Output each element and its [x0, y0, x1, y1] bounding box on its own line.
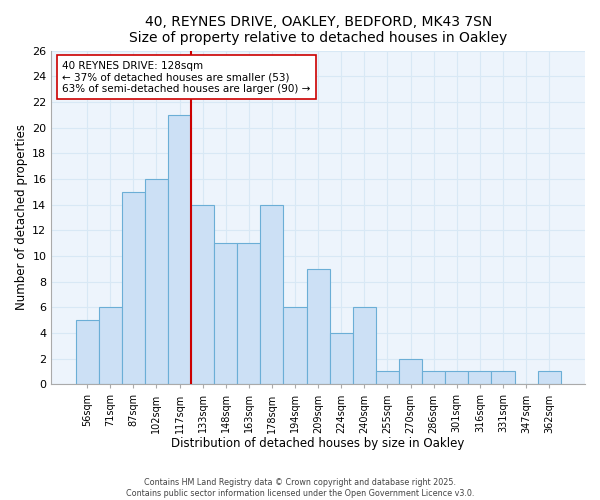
Bar	[76, 320, 98, 384]
Bar	[191, 204, 214, 384]
Bar	[307, 269, 329, 384]
Bar	[538, 372, 561, 384]
Bar	[214, 243, 237, 384]
Bar	[98, 308, 122, 384]
Bar	[376, 372, 399, 384]
Bar	[422, 372, 445, 384]
Bar	[469, 372, 491, 384]
X-axis label: Distribution of detached houses by size in Oakley: Distribution of detached houses by size …	[172, 437, 465, 450]
Bar	[353, 308, 376, 384]
Bar	[145, 179, 168, 384]
Bar	[445, 372, 469, 384]
Bar	[283, 308, 307, 384]
Y-axis label: Number of detached properties: Number of detached properties	[15, 124, 28, 310]
Bar	[491, 372, 515, 384]
Bar	[399, 358, 422, 384]
Bar	[122, 192, 145, 384]
Text: Contains HM Land Registry data © Crown copyright and database right 2025.
Contai: Contains HM Land Registry data © Crown c…	[126, 478, 474, 498]
Bar	[260, 204, 283, 384]
Bar	[237, 243, 260, 384]
Bar	[329, 333, 353, 384]
Text: 40 REYNES DRIVE: 128sqm
← 37% of detached houses are smaller (53)
63% of semi-de: 40 REYNES DRIVE: 128sqm ← 37% of detache…	[62, 60, 310, 94]
Bar	[168, 114, 191, 384]
Title: 40, REYNES DRIVE, OAKLEY, BEDFORD, MK43 7SN
Size of property relative to detache: 40, REYNES DRIVE, OAKLEY, BEDFORD, MK43 …	[129, 15, 507, 45]
